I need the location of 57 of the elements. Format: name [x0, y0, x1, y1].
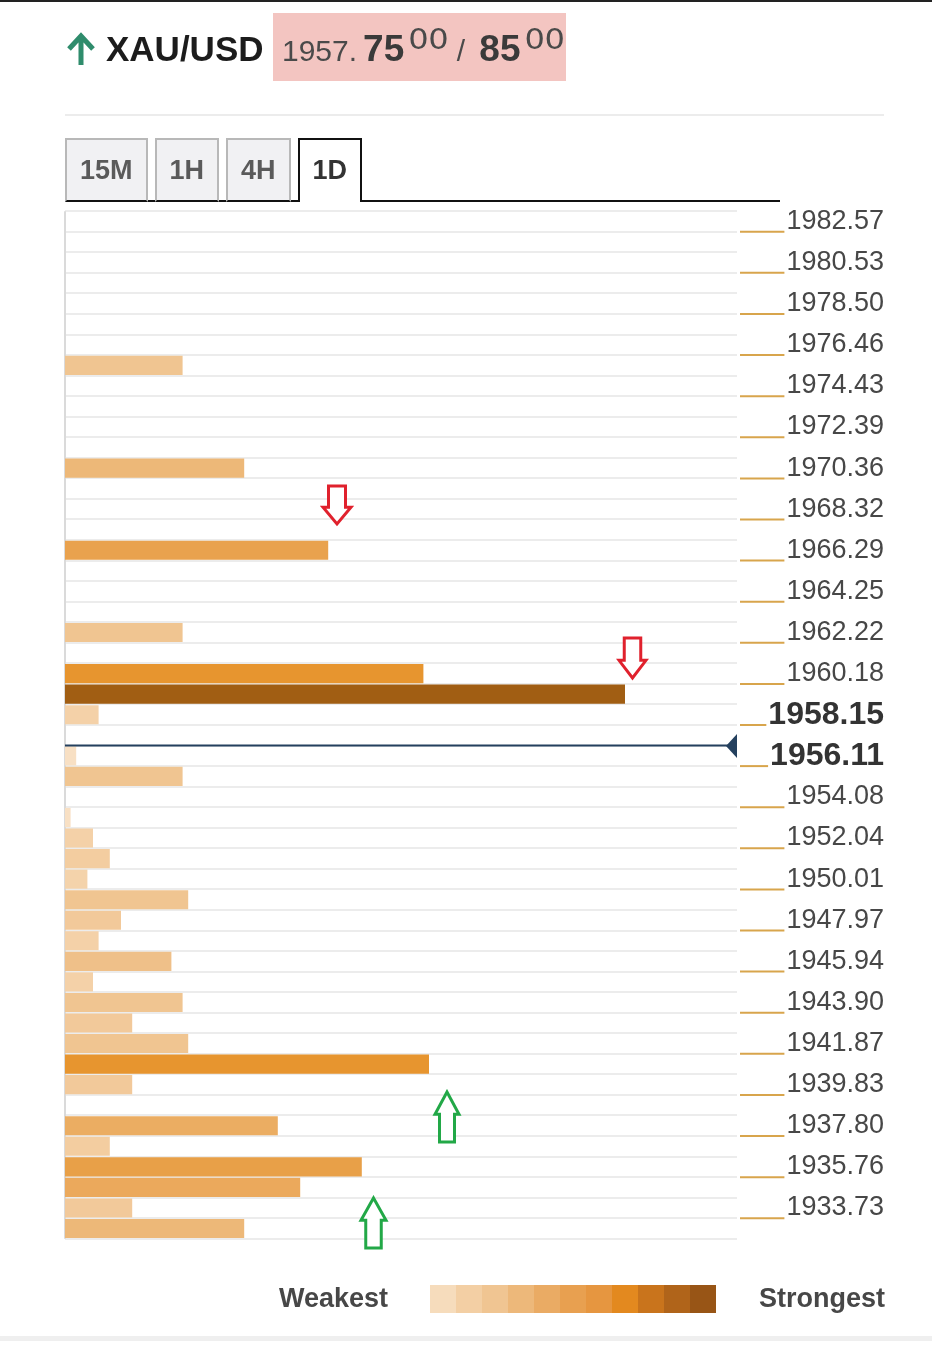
text: 1D [297, 138, 363, 202]
y-tick-label: 1970.36 [786, 451, 884, 482]
bar [65, 910, 121, 930]
bar [65, 664, 424, 684]
bar [65, 1157, 362, 1177]
bar [65, 1116, 278, 1136]
y-tick-label: 1933.73 [786, 1191, 884, 1222]
y-tick-label: 1941.87 [786, 1027, 884, 1058]
y-tick-label: 1937.80 [786, 1109, 884, 1140]
text: 4H [226, 138, 291, 202]
y-tick-label: 1954.08 [786, 780, 884, 811]
y-tick-label: 1974.43 [786, 369, 884, 400]
bar [65, 1198, 133, 1218]
bar [65, 951, 172, 971]
y-tick-label: 1939.83 [786, 1068, 884, 1099]
y-tick-label: 1950.01 [786, 862, 884, 893]
bar [65, 1054, 429, 1074]
bar [65, 766, 183, 786]
y-tick-label: 1960.18 [786, 657, 884, 688]
bar [65, 622, 183, 643]
bar [65, 355, 183, 375]
y-tick-label: 1978.50 [786, 287, 884, 318]
y-tick-label: 1945.94 [786, 944, 884, 975]
y-tick-label: 1943.90 [786, 985, 884, 1016]
bar [65, 890, 189, 910]
bar [65, 931, 99, 951]
text: Weakest [278, 1282, 388, 1315]
text: Strongest [759, 1282, 886, 1315]
bar [65, 869, 88, 889]
chart-title: XAU/USD [106, 28, 264, 70]
bar [65, 540, 329, 560]
y-tick-label: 1966.29 [786, 533, 884, 564]
y-tick-label: 1935.76 [786, 1150, 884, 1181]
y-tick-label: 1962.22 [786, 615, 884, 646]
y-tick-label: 1976.46 [786, 328, 884, 359]
text: 15M [65, 138, 148, 202]
y-tick-label: 1968.32 [786, 492, 884, 523]
bar [65, 705, 99, 725]
bar [65, 684, 625, 704]
y-tick-label: 1947.97 [786, 903, 884, 934]
bar [65, 1075, 133, 1095]
y-tick-label: 1952.04 [786, 821, 884, 852]
bar [65, 1136, 110, 1156]
bar [65, 458, 245, 478]
bar [65, 972, 93, 992]
chart-subtitle: 1957.75⁰⁰ / 85⁰⁰ [282, 20, 565, 76]
y-tick-label: 1956.11 [770, 735, 884, 772]
y-tick-label: 1972.39 [786, 410, 884, 441]
text: 1H [154, 138, 220, 202]
y-tick-label: 1980.53 [786, 246, 884, 277]
bar [65, 746, 77, 766]
y-tick-label: 1964.25 [786, 574, 884, 605]
bar [65, 807, 71, 828]
bar [65, 1177, 301, 1197]
y-tick-label: 1982.57 [786, 204, 884, 235]
bar [65, 1218, 245, 1239]
y-tick-label: 1958.15 [768, 694, 884, 731]
